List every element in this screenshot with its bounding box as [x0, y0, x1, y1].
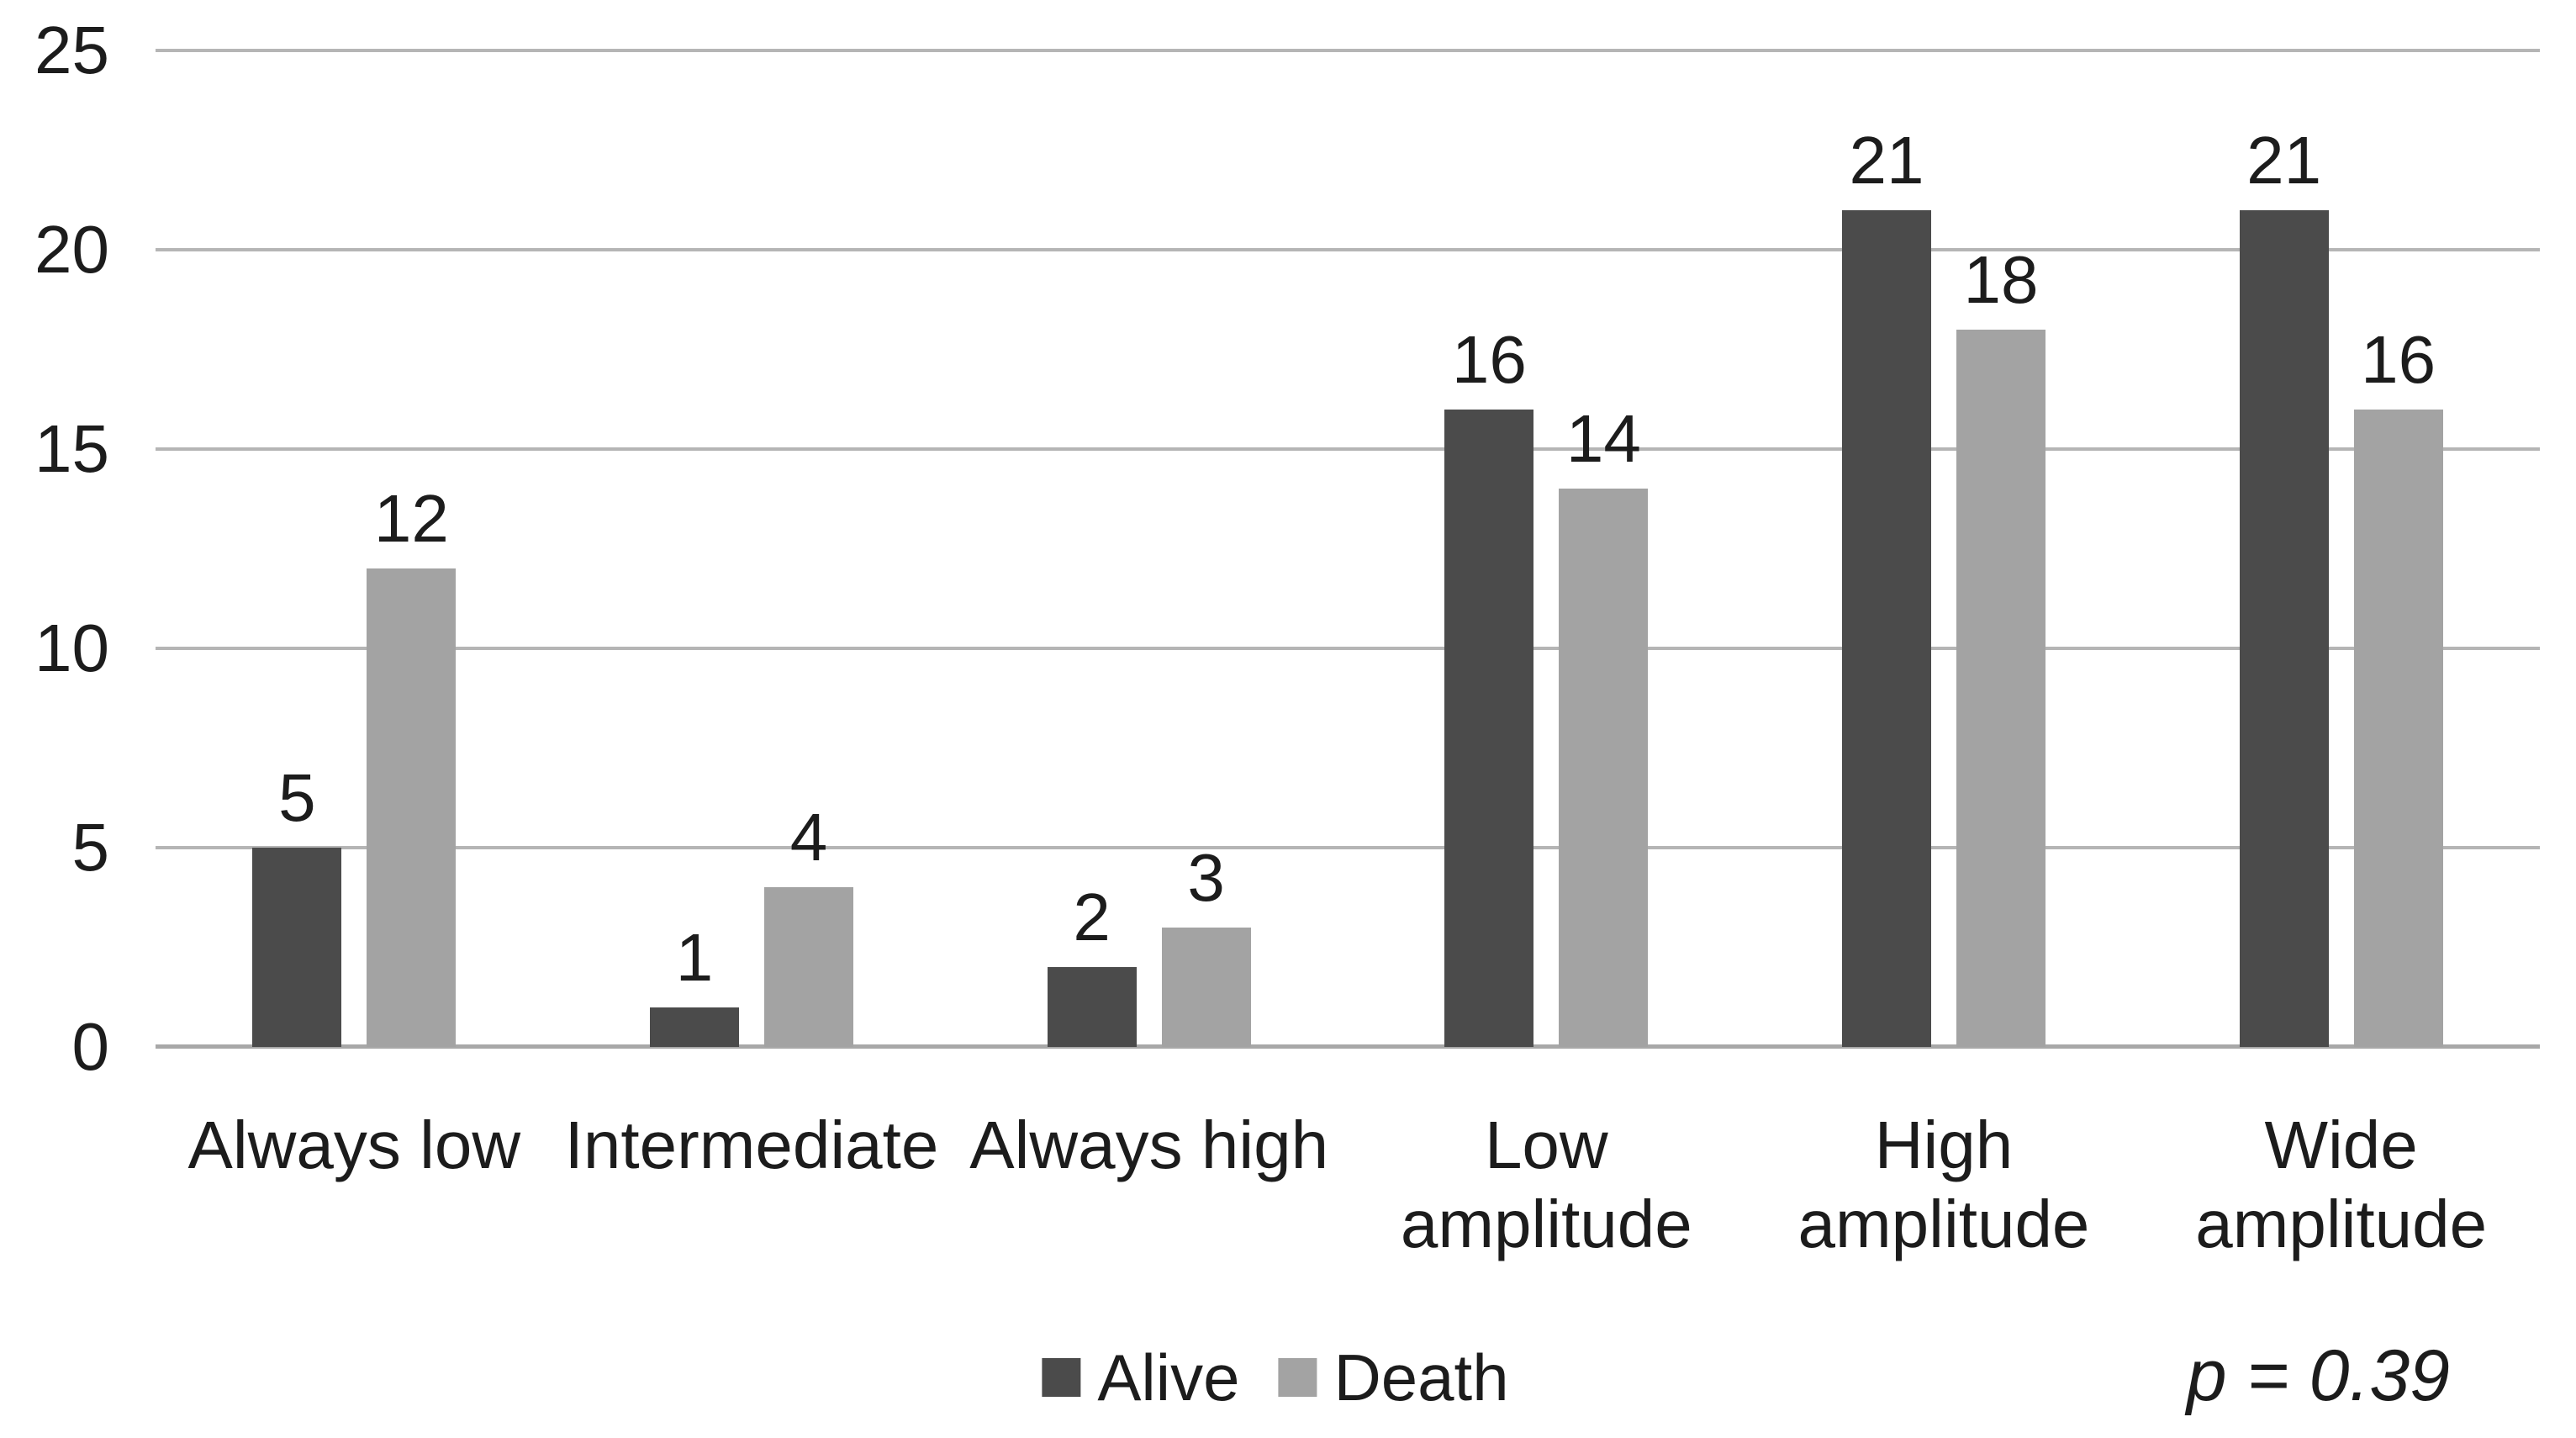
- bar-wrap: 21: [2239, 50, 2329, 1047]
- x-category-label-5: High amplitude: [1797, 1108, 2090, 1261]
- x-axis-line: [156, 1044, 2540, 1049]
- bar-wrap: 16: [2353, 50, 2443, 1047]
- bar-alive: [649, 1007, 739, 1047]
- x-category-label-6: Wide amplitude: [2195, 1108, 2488, 1261]
- legend-item-alive: Alive: [1042, 1344, 1239, 1411]
- bar-death: [1559, 489, 1649, 1047]
- bar-group-1: 5 12: [156, 50, 553, 1047]
- gridline-10: [156, 647, 2540, 650]
- y-tick-label-25: 25: [34, 13, 109, 87]
- gridline-25: [156, 49, 2540, 52]
- bar-wrap: 16: [1444, 50, 1534, 1047]
- bar-wrap: 3: [1161, 50, 1251, 1047]
- bar-alive: [2239, 209, 2329, 1047]
- bar-alive: [1841, 209, 1931, 1047]
- y-tick-label-0: 0: [71, 1009, 110, 1084]
- bar-death: [367, 568, 457, 1047]
- bar-group-5: 21 18: [1745, 50, 2143, 1047]
- bar-alive: [1444, 409, 1534, 1047]
- bar-wrap: 14: [1559, 50, 1649, 1047]
- bar-value-label: 16: [1451, 321, 1527, 397]
- bar-value-label: 21: [1849, 122, 1924, 198]
- bar-death: [763, 887, 853, 1047]
- bar-alive: [1047, 967, 1137, 1047]
- x-category-label-3: Always high: [969, 1108, 1329, 1182]
- bar-value-label: 4: [789, 800, 828, 875]
- death-swatch-icon: [1278, 1358, 1317, 1397]
- bar-death: [1956, 329, 2045, 1047]
- bar-value-label: 5: [278, 760, 316, 835]
- legend-label-death: Death: [1333, 1340, 1509, 1414]
- p-value-annotation: p = 0.39: [2186, 1335, 2450, 1416]
- gridline-5: [156, 846, 2540, 849]
- y-tick-label-15: 15: [34, 411, 109, 486]
- bar-value-label: 3: [1187, 839, 1225, 915]
- bar-death: [1161, 927, 1251, 1047]
- bar-wrap: 12: [367, 50, 457, 1047]
- y-tick-label-10: 10: [34, 611, 109, 685]
- x-category-label-2: Intermediate: [564, 1108, 939, 1182]
- bar-wrap: 4: [763, 50, 853, 1047]
- legend: Alive Death: [1042, 1340, 1509, 1414]
- x-category-label-1: Always low: [187, 1108, 521, 1182]
- bar-value-label: 16: [2361, 321, 2436, 397]
- bar-wrap: 2: [1047, 50, 1137, 1047]
- legend-label-alive: Alive: [1097, 1340, 1240, 1414]
- bar-group-4: 16 14: [1348, 50, 1745, 1047]
- bar-wrap: 18: [1956, 50, 2045, 1047]
- bar-wrap: 1: [649, 50, 739, 1047]
- bar-wrap: 21: [1841, 50, 1931, 1047]
- bar-group-6: 21 16: [2142, 50, 2540, 1047]
- y-tick-label-5: 5: [71, 810, 110, 885]
- plot-area: 5 12 1 4 2 3 16 14 21 18 21 16: [156, 49, 2540, 1049]
- bar-value-label: 14: [1565, 401, 1641, 477]
- bar-value-label: 2: [1073, 880, 1111, 955]
- bar-alive: [252, 848, 342, 1047]
- gridline-15: [156, 447, 2540, 451]
- bar-wrap: 5: [252, 50, 342, 1047]
- bar-value-label: 21: [2246, 122, 2322, 198]
- bar-death: [2353, 409, 2443, 1047]
- bar-value-label: 12: [373, 481, 449, 557]
- y-tick-label-20: 20: [34, 212, 109, 287]
- bar-value-label: 1: [675, 919, 714, 995]
- bar-value-label: 18: [1963, 241, 2039, 317]
- x-category-label-4: Low amplitude: [1400, 1108, 1692, 1261]
- legend-item-death: Death: [1278, 1340, 1509, 1414]
- alive-swatch-icon: [1042, 1358, 1081, 1397]
- gridline-20: [156, 248, 2540, 251]
